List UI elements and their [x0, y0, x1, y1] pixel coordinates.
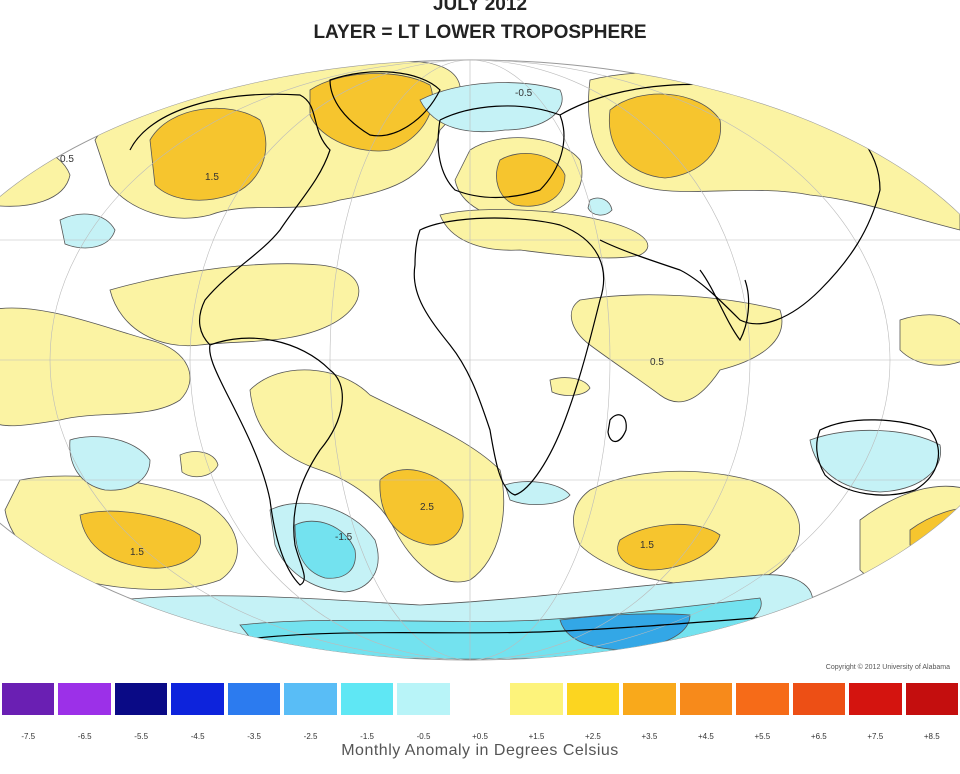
colorbar-swatch	[510, 683, 563, 715]
warm-core-north-america	[149, 107, 267, 201]
colorbar-swatch	[340, 683, 394, 715]
warm-region-atlantic	[109, 263, 360, 347]
coast-antarctica	[239, 614, 801, 641]
contour-label: -1.5	[335, 532, 353, 543]
colorbar-swatch	[736, 683, 789, 715]
contour-label: 1.5	[640, 540, 654, 551]
colorbar-tick-label: -5.5	[134, 732, 149, 741]
contour-label: 0.5	[650, 357, 664, 368]
cool-region-pacific	[69, 436, 151, 491]
colorbar-swatch	[623, 683, 676, 715]
map-title: JULY 2012	[432, 0, 528, 15]
contour-label: 1.5	[130, 547, 144, 558]
coast-south-america	[209, 337, 343, 586]
cool-region-south-atlantic	[504, 481, 571, 505]
coast-madagascar	[607, 414, 627, 443]
colorbar-swatch	[58, 683, 111, 715]
coast-africa	[413, 217, 605, 496]
colorbar-tick-label: -6.5	[77, 732, 92, 741]
warm-core-europe	[496, 153, 566, 207]
colorbar-swatch	[679, 683, 733, 715]
colorbar-swatch	[171, 683, 224, 715]
anomaly-fields	[0, 60, 960, 660]
graticule	[0, 60, 960, 660]
colorbar-swatch	[2, 683, 55, 715]
cool-region-antarctic-deep	[559, 613, 691, 651]
coast-europe	[437, 105, 565, 199]
colorbar-tick-label: -1.5	[360, 732, 374, 741]
coast-greenland	[329, 71, 441, 137]
coast-north-america	[129, 93, 331, 346]
colorbar-tick-label: +1.5	[528, 732, 545, 741]
warm-region-pacific-small	[179, 451, 219, 478]
colorbar-tick-label: +5.5	[754, 732, 771, 741]
colorbar-tick-label: +4.5	[697, 732, 714, 741]
colorbar-swatch	[453, 683, 507, 715]
colorbar-swatch	[792, 683, 846, 715]
coast-india	[699, 269, 750, 342]
colorbar-swatch	[114, 683, 168, 715]
contour-label: -0.5	[515, 88, 533, 99]
colorbar-tick-label: +0.5	[472, 732, 488, 741]
colorbar-tick-label: -3.5	[247, 732, 262, 741]
contour-label: 0.5	[60, 154, 74, 165]
cool-region-asia-small	[587, 197, 613, 216]
colorbar-swatch	[566, 683, 620, 715]
colorbar-tick-label: +2.5	[585, 732, 601, 741]
colorbar-tick-label: +3.5	[641, 732, 658, 741]
colorbar-swatch	[849, 683, 902, 715]
colorbar-tick-label: +8.5	[923, 732, 940, 741]
colorbar-tick-label: -7.5	[21, 732, 36, 741]
colorbar-tick-label: -4.5	[190, 732, 205, 741]
warm-core-south-indian	[617, 523, 721, 571]
anomaly-map: 0.5 1.5 -0.5 -1.5 2.5 0.5 1.5 1.5	[0, 59, 960, 661]
map-subtitle: LAYER = LT LOWER TROPOSPHERE	[313, 22, 647, 43]
warm-region-north-africa	[439, 209, 649, 259]
colorbar-ticks: -7.5 -6.5 -5.5 -4.5 -3.5 -2.5 -1.5 -0.5 +0.5 +1.5…	[0, 732, 960, 746]
contour-label: 1.5	[205, 172, 219, 183]
warm-region-atlantic-small	[549, 377, 591, 396]
warm-core-south-pacific	[79, 510, 201, 569]
warm-region-east-pacific	[0, 307, 191, 427]
contour-label: 2.5	[420, 502, 434, 513]
colorbar-label: Monthly Anomaly in Degrees Celsius	[341, 742, 619, 759]
colorbar-tick-label: -2.5	[303, 732, 318, 741]
cool-region-australia	[809, 429, 942, 493]
copyright-text: Copyright © 2012 University of Alabama	[825, 664, 950, 671]
colorbar-swatch	[284, 683, 337, 715]
colorbar	[0, 683, 960, 715]
colorbar-swatch	[397, 683, 450, 715]
coast-australia	[816, 419, 939, 496]
colorbar-swatch	[905, 683, 958, 715]
contour-labels: 0.5 1.5 -0.5 -1.5 2.5 0.5 1.5 1.5	[60, 88, 664, 558]
warm-core-south-atlantic	[379, 469, 464, 546]
colorbar-tick-label: +7.5	[867, 732, 884, 741]
warm-core-greenland	[309, 73, 433, 152]
colorbar-swatch	[227, 683, 281, 715]
colorbar-tick-label: -0.5	[416, 732, 431, 741]
cool-region-patagonia-core	[294, 520, 356, 579]
warm-region-indonesia	[899, 314, 960, 366]
colorbar-tick-label: +6.5	[810, 732, 827, 741]
cool-region-pacific-north	[59, 213, 116, 249]
